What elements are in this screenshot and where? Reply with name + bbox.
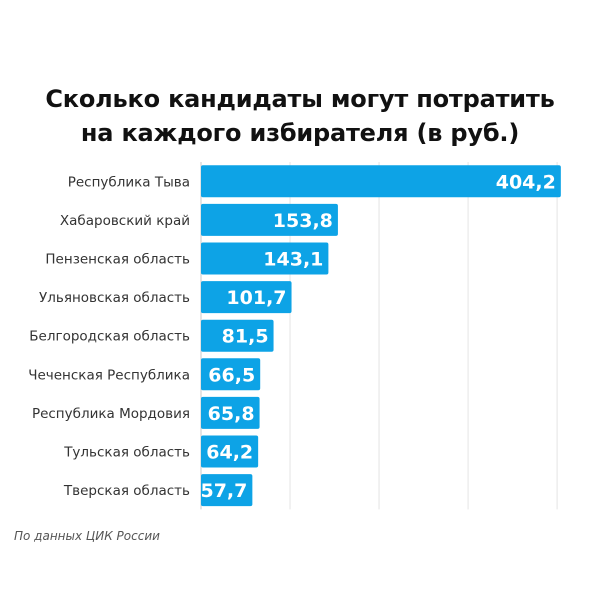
category-label: Белгородская область [29, 329, 190, 345]
bar-value-label: 143,1 [263, 249, 323, 271]
category-label: Республика Тыва [68, 174, 190, 190]
chart-title-line-2: на каждого избирателя (в руб.) [80, 119, 520, 147]
bar [201, 396, 260, 429]
bar-value-label: 66,5 [208, 364, 255, 386]
bar-value-label: 65,8 [208, 403, 255, 425]
bar [201, 358, 261, 391]
chart-title: Сколько кандидаты могут потратить на каж… [0, 82, 600, 150]
category-label: Пензенская область [45, 252, 190, 268]
bar-value-label: 64,2 [206, 442, 253, 464]
category-label: Тверская область [63, 483, 190, 499]
bar [201, 203, 338, 236]
bar [201, 435, 259, 468]
chart-title-line-1: Сколько кандидаты могут потратить [45, 85, 555, 113]
category-label: Хабаровский край [60, 213, 190, 229]
bar-value-label: 57,7 [200, 480, 247, 502]
bar-value-label: 81,5 [222, 326, 269, 348]
bar [201, 281, 292, 314]
bar [201, 165, 561, 198]
bar-value-label: 153,8 [273, 210, 333, 232]
source-note: По данных ЦИК России [14, 529, 160, 543]
category-label: Чеченская Республика [28, 367, 190, 383]
bar-value-label: 404,2 [496, 171, 556, 193]
bar [201, 242, 329, 275]
category-label: Республика Мордовия [32, 406, 190, 422]
bar [201, 474, 253, 507]
category-label: Тульская область [63, 445, 190, 461]
category-label: Ульяновская область [39, 290, 190, 306]
bar [201, 319, 274, 352]
bar-value-label: 101,7 [226, 287, 286, 309]
